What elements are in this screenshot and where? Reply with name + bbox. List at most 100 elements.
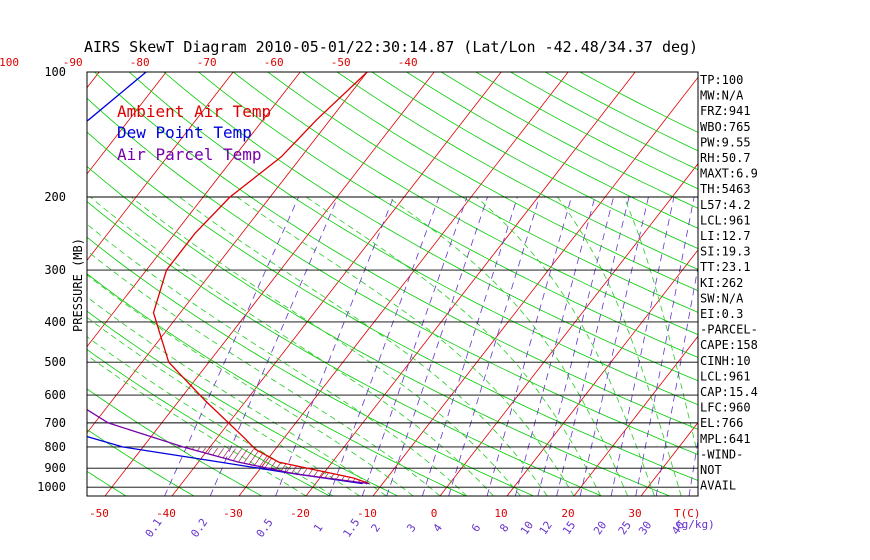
mixing-ratio-line [579, 196, 649, 496]
moist-adiabat-line [90, 196, 494, 496]
index-item: SW:N/A [700, 291, 744, 305]
mixing-ratio-line [164, 196, 299, 496]
mixing-ratio-line [514, 196, 596, 496]
mixing-ratio-unit-label: (g/kg) [675, 518, 715, 531]
bottom-temp-tick-label: 0 [431, 507, 438, 520]
mixing-ratio-tick-label: 10 [518, 519, 536, 537]
mixing-ratio-line [635, 196, 695, 496]
bottom-temp-tick-label: -50 [89, 507, 109, 520]
moist-adiabat-line [179, 196, 548, 496]
moist-adiabat-line [87, 316, 360, 496]
cape-hatched-region [183, 447, 370, 484]
mixing-ratio-tick-label: 25 [616, 519, 634, 537]
dry-adiabat-line [87, 429, 195, 496]
mixing-ratio-tick-label: 1 [311, 522, 325, 535]
mixing-ratio-tick-label: 30 [636, 519, 654, 537]
mixing-ratio-tick-label: 15 [560, 519, 578, 537]
plot-frame [86, 71, 699, 497]
top-temp-tick-label: -60 [264, 56, 284, 69]
top-temp-tick-label: -50 [331, 56, 351, 69]
mixing-ratio-tick-label: 40 [669, 519, 687, 537]
pressure-tick-label: 900 [44, 461, 66, 475]
dry-adiabat-line [475, 72, 698, 190]
dry-adiabat-line [87, 200, 602, 496]
index-item: CAPE:158 [700, 338, 758, 352]
index-item: KI:262 [700, 276, 743, 290]
index-item: LI:12.7 [700, 229, 751, 243]
top-temp-tick-label: -70 [197, 56, 217, 69]
mixing-ratio-tick-label: 4 [431, 521, 446, 534]
bottom-temp-tick-label: 20 [561, 507, 574, 520]
bottom-temp-tick-label: -40 [156, 507, 176, 520]
index-item: MAXT:6.9 [700, 167, 758, 181]
index-item: FRZ:941 [700, 104, 751, 118]
mixing-ratio-line [655, 264, 698, 496]
bottom-temp-tick-label: -10 [357, 507, 377, 520]
isotherm-line [775, 72, 870, 496]
mixing-ratio-tick-label: 2 [369, 522, 383, 535]
dry-adiabat-line [267, 72, 698, 313]
isotherm-line [87, 72, 368, 434]
bottom-temp-tick-label: 30 [628, 507, 641, 520]
dry-adiabat-line [94, 72, 698, 430]
dry-adiabat-line [87, 131, 698, 481]
pressure-tick-label: 800 [44, 440, 66, 454]
mixing-ratio-line [610, 196, 675, 496]
mixing-ratio-line [275, 196, 394, 496]
sounding-curves [87, 72, 370, 485]
top-temp-tick-label: -100 [0, 56, 19, 69]
isotherm-line [104, 72, 435, 496]
index-item: SI:19.3 [700, 245, 751, 259]
mixing-ratio-line [209, 196, 339, 496]
mixing-ratio-line [556, 196, 630, 496]
dry-adiabat-line [336, 72, 698, 270]
ambient-temp-line [152, 72, 370, 485]
index-item: TP:100 [700, 73, 743, 87]
dry-adiabat-line [302, 72, 698, 292]
moist-adiabat-line [87, 223, 468, 496]
index-item: CAP:15.4 [700, 385, 758, 399]
pressure-tick-label: 1000 [37, 480, 66, 494]
isotherm-line [87, 72, 234, 261]
isotherm-line [506, 249, 698, 496]
bottom-temp-tick-label: 10 [494, 507, 507, 520]
dry-adiabat-line [163, 72, 698, 382]
moist-adiabat-line [387, 196, 628, 496]
dry-adiabat-line [371, 72, 698, 250]
mixing-ratio-tick-label: 0.2 [188, 516, 210, 540]
dry-adiabat-line [87, 273, 466, 496]
top-temp-tick-label: -40 [398, 56, 418, 69]
isotherm-line [640, 421, 698, 496]
mixing-ratio-tick-label: 12 [537, 519, 555, 537]
isotherm-line [171, 72, 502, 496]
legend: Ambient Air Temp Dew Point Temp Air Parc… [117, 102, 271, 164]
index-item: RH:50.7 [700, 151, 751, 165]
dry-adiabat-line [406, 72, 698, 229]
isotherm-line [87, 72, 301, 348]
mixing-ratio-line [486, 196, 572, 496]
mixing-ratio-line [448, 196, 540, 496]
pressure-tick-label: 200 [44, 190, 66, 204]
mixing-ratio-tick-label: 6 [469, 522, 483, 535]
moist-adiabat-line [623, 196, 698, 457]
dry-adiabat-line [87, 388, 263, 496]
mixing-ratio-line [386, 196, 488, 496]
isotherm-line [573, 335, 698, 496]
mixing-ratio-tick-label: 20 [591, 519, 609, 537]
moist-adiabat-line [236, 196, 575, 496]
index-item: WBO:765 [700, 120, 751, 134]
index-item: EI:0.3 [700, 307, 743, 321]
mixing-ratio-line [422, 196, 518, 496]
index-item: -WIND- [700, 447, 743, 461]
t-unit-label: T(C) [674, 507, 701, 520]
mixing-ratio-tick-label: 8 [497, 522, 511, 535]
index-item: LCL:961 [700, 369, 751, 383]
isotherm-line [305, 72, 636, 496]
dry-adiabat-line [87, 236, 534, 496]
dry-adiabat-line [87, 97, 698, 456]
legend-dewpoint: Dew Point Temp [117, 123, 252, 142]
isotherm-line [87, 72, 167, 175]
index-item: MW:N/A [700, 89, 744, 103]
top-temp-tick-label: -80 [130, 56, 150, 69]
dry-adiabat-line [198, 72, 698, 358]
